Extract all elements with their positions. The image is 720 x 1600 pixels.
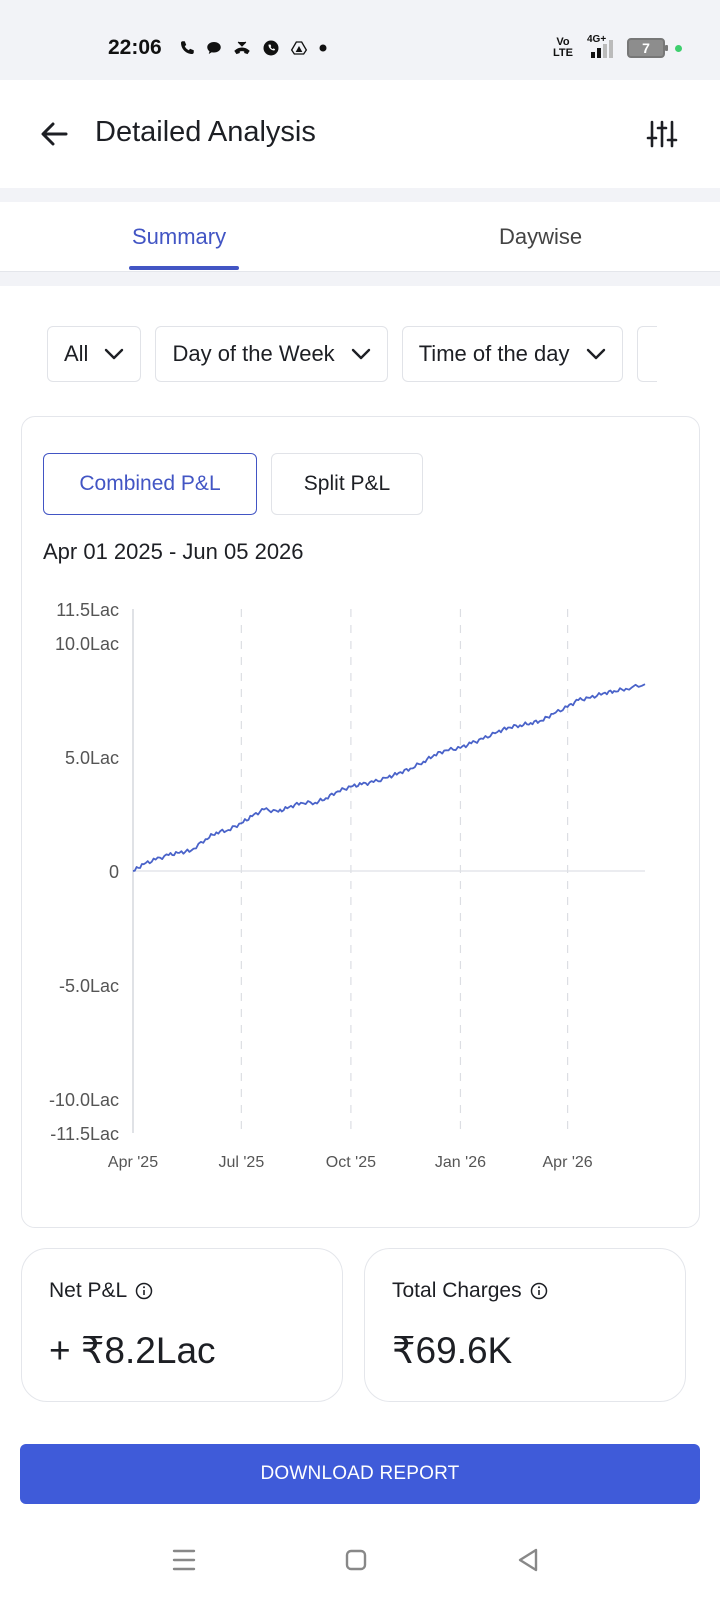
status-system-icons: Vo LTE 4G+ 7 [553,34,682,60]
back-icon[interactable] [508,1540,548,1580]
y-tick-label: 10.0Lac [55,634,119,654]
net-pnl-card: Net P&L + ₹8.2Lac [21,1248,343,1402]
y-tick-label: -10.0Lac [49,1090,119,1110]
filter-label: Day of the Week [172,341,335,366]
date-range: Apr 01 2025 - Jun 05 2026 [43,539,304,564]
x-tick-label: Apr '26 [543,1154,593,1171]
x-tick-label: Apr '25 [108,1154,158,1171]
tab-summary[interactable]: Summary [132,224,227,249]
chevron-down-icon [351,348,370,360]
total-charges-card: Total Charges ₹69.6K [364,1248,686,1402]
tab-bar: Summary Daywise [0,202,720,272]
chart-series [132,683,646,872]
recents-icon[interactable] [164,1540,204,1580]
network-type: 4G+ [587,34,607,45]
net-pnl-value: + ₹8.2Lac [49,1330,216,1371]
download-report-button[interactable]: DOWNLOAD REPORT [20,1444,700,1504]
system-nav-bar [0,1530,720,1590]
status-bar: 22:06 Vo LTE 4G+ 7 [0,0,720,80]
filter-label: All [64,341,89,366]
status-notification-icons [178,38,329,58]
privacy-dot-icon [675,44,682,52]
total-charges-value: ₹69.6K [392,1330,513,1371]
filter-all-dropdown[interactable]: All [47,326,142,382]
pnl-chart-card: Combined P&L Split P&L Apr 01 2025 - Jun… [21,416,700,1228]
pnl-line-chart: 11.5Lac 10.0Lac 5.0Lac 0 -5.0Lac -10.0Lac -11.… [49,600,646,1171]
filter-label: Time of the day [418,341,570,366]
home-icon[interactable] [336,1540,376,1580]
battery-icon: 7 [627,38,668,58]
pnl-series-line [132,683,646,872]
page-title: Detailed Analysis [95,116,316,148]
arrow-left-icon[interactable] [36,116,72,152]
chat-icon [207,42,221,54]
filter-row: All Day of the Week Time of the day [47,326,657,382]
x-tick-label: Jul '25 [218,1154,264,1171]
net-pnl-label: Net P&L [49,1279,128,1302]
y-tick-label: 11.5Lac [56,600,119,620]
filter-time-of-day-dropdown[interactable]: Time of the day [401,326,623,382]
y-tick-label: 0 [109,862,119,882]
drive-icon [290,41,308,55]
tab-daywise[interactable]: Daywise [499,224,583,249]
y-tick-label: -11.5Lac [50,1124,119,1144]
app-header: Detailed Analysis [0,80,720,188]
chevron-down-icon [105,348,124,360]
combined-pnl-button[interactable]: Combined P&L [43,453,257,515]
info-icon[interactable] [530,1282,548,1300]
filter-more-dropdown[interactable] [636,326,657,382]
filter-day-of-week-dropdown[interactable]: Day of the Week [155,326,388,382]
active-tab-indicator [129,266,239,270]
phone-icon [181,41,194,54]
missed-call-icon [234,41,250,55]
signal-icon: 4G+ [583,34,617,60]
status-time: 22:06 [108,36,162,59]
sliders-icon[interactable] [646,118,678,150]
info-icon[interactable] [135,1282,153,1300]
y-tick-label: 5.0Lac [65,748,119,768]
y-tick-label: -5.0Lac [59,976,119,996]
total-charges-label: Total Charges [392,1279,522,1302]
x-tick-label: Oct '25 [326,1154,376,1171]
chevron-down-icon [586,348,605,360]
x-tick-label: Jan '26 [435,1154,486,1171]
chart-axes: 11.5Lac 10.0Lac 5.0Lac 0 -5.0Lac -10.0Lac -11.… [49,600,645,1171]
summary-content: All Day of the Week Time of the day Comb… [0,286,720,1420]
whatsapp-icon [263,40,279,56]
dot-icon [319,44,327,52]
volte-indicator: Vo LTE [553,36,573,59]
split-pnl-button[interactable]: Split P&L [271,453,423,515]
